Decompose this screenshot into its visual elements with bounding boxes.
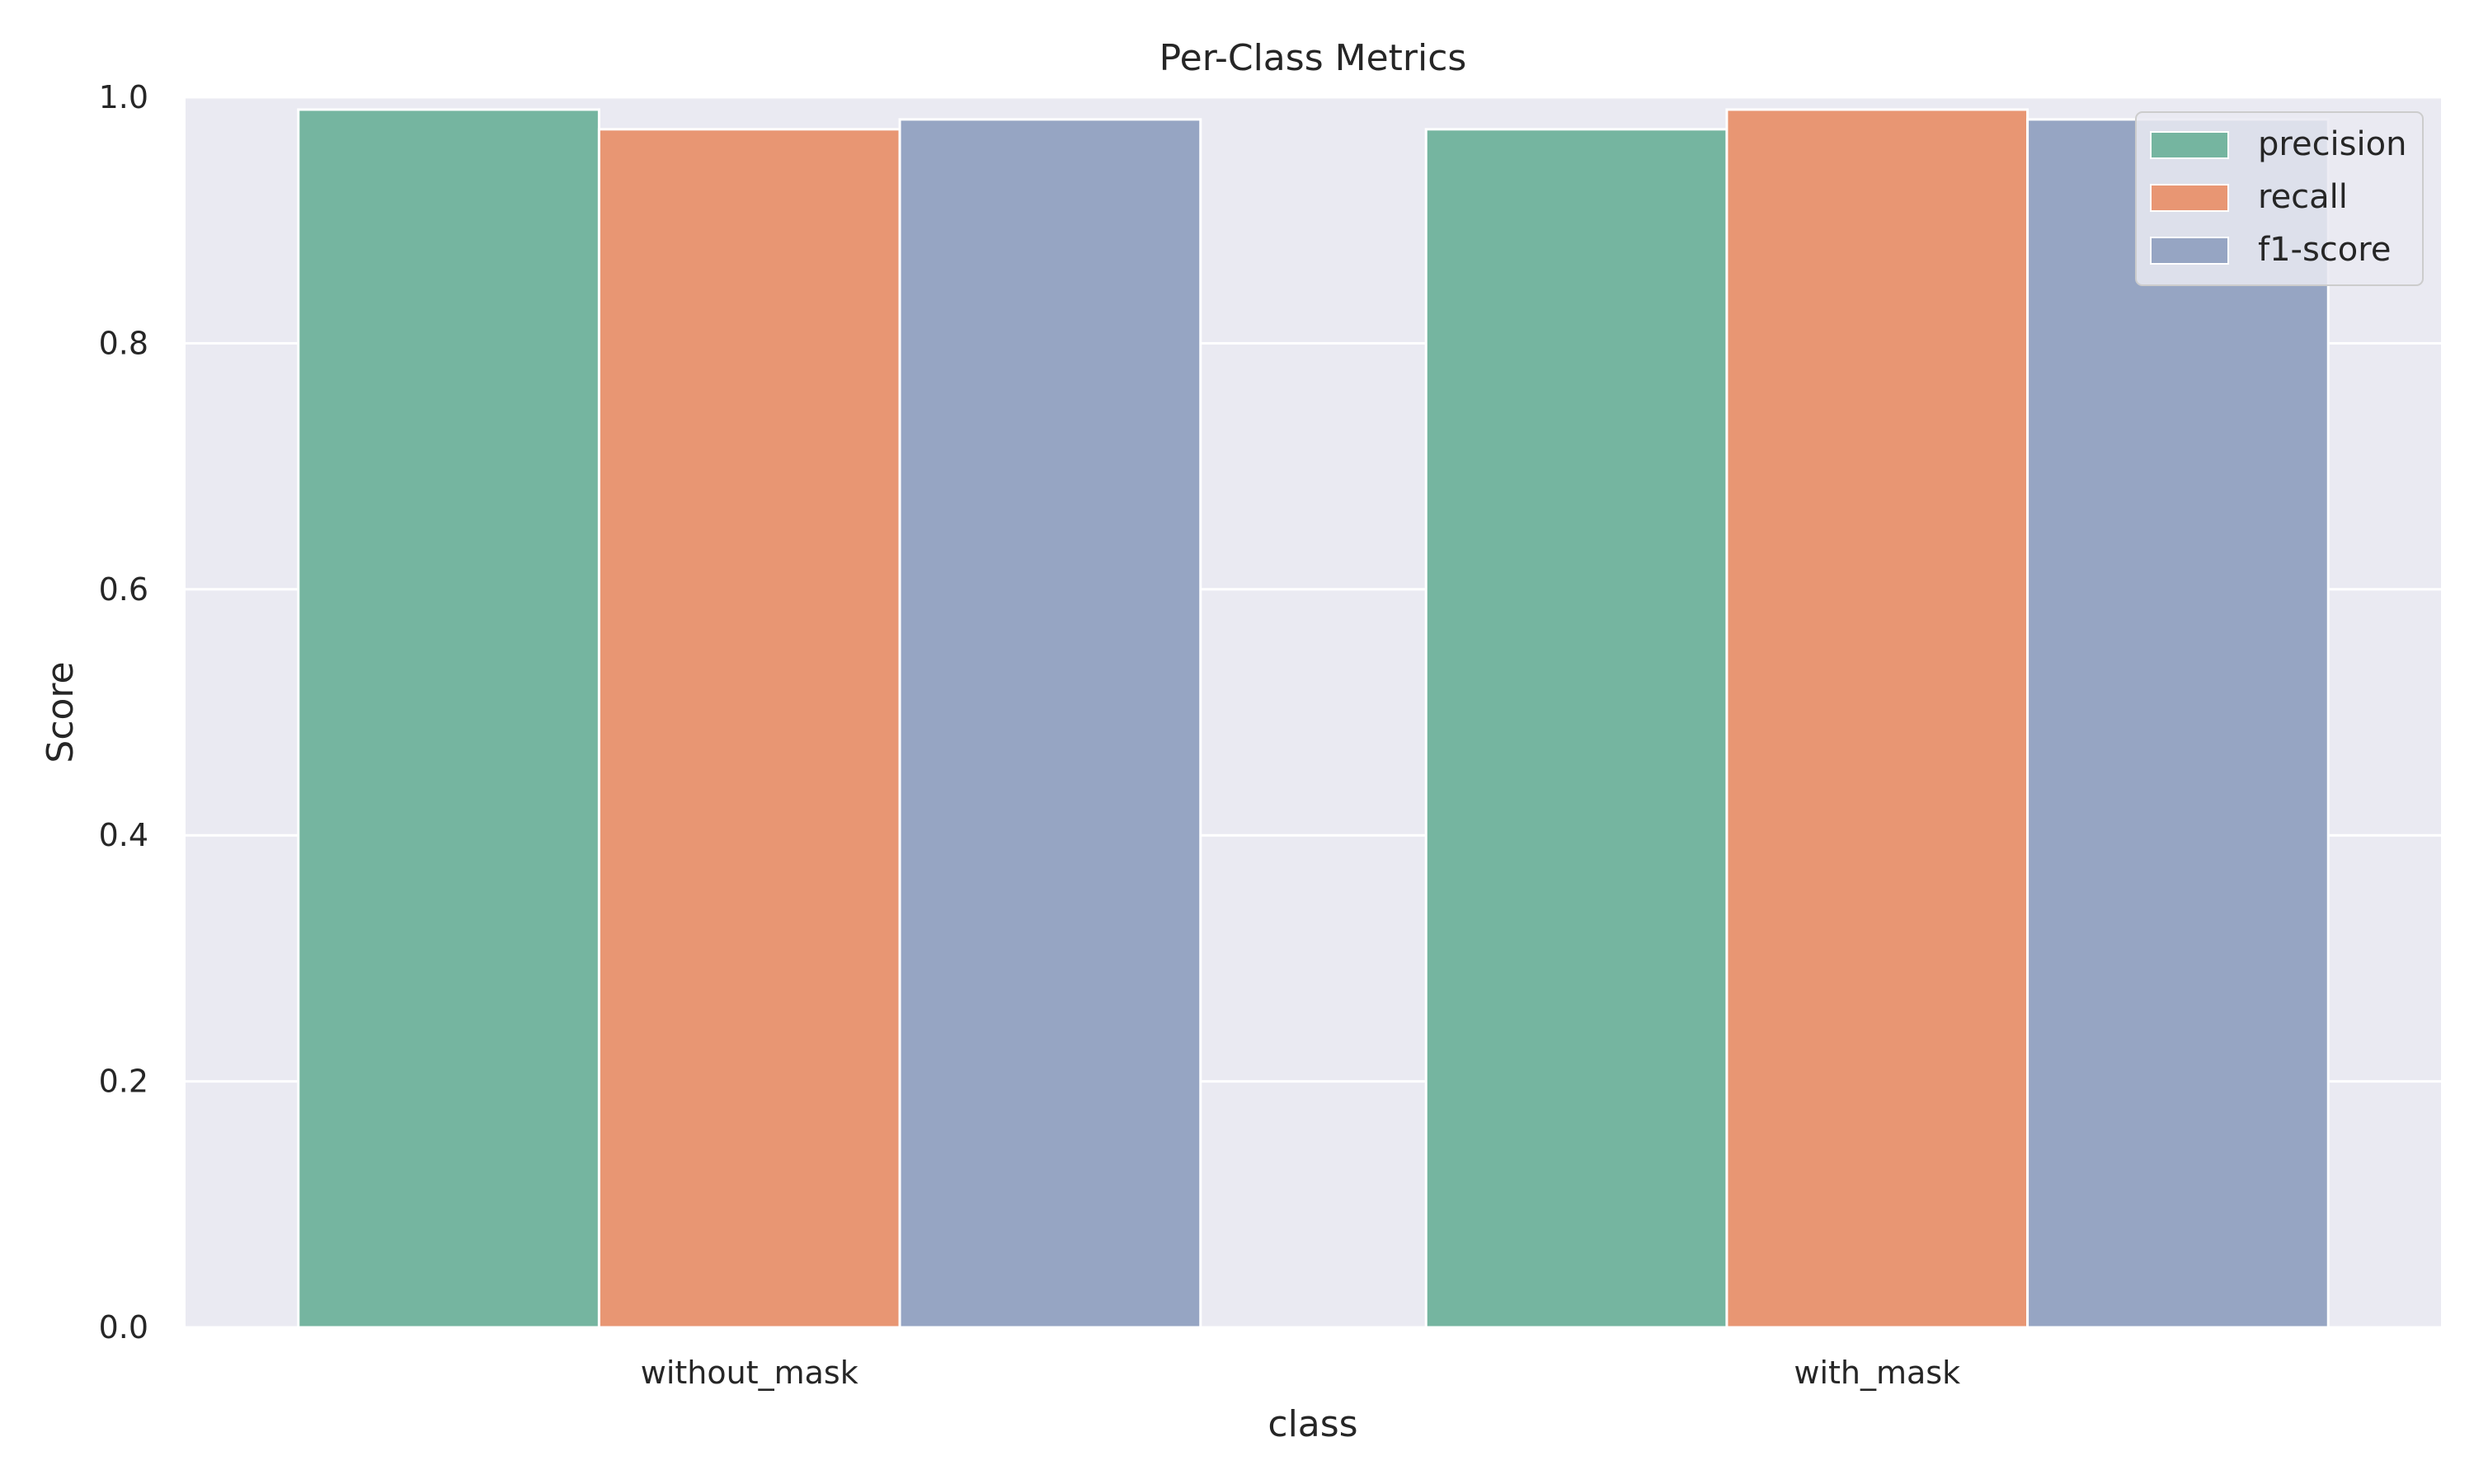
bar-precision-with_mask (1424, 128, 1729, 1329)
x-tick-label: without_mask (641, 1355, 858, 1391)
x-axis-ticks: without_mask with_mask (641, 1355, 1960, 1391)
bar-recall-without_mask (597, 128, 901, 1329)
x-axis-label: class (1268, 1403, 1357, 1445)
x-tick-label: with_mask (1794, 1355, 1960, 1391)
y-tick-label: 0.0 (99, 1309, 148, 1345)
chart-title: Per-Class Metrics (1159, 37, 1467, 79)
legend: precision recall f1-score (2135, 111, 2424, 286)
legend-label: f1-score (2258, 231, 2391, 269)
y-tick-label: 0.6 (99, 571, 148, 608)
y-tick-label: 1.0 (99, 79, 148, 115)
bars-group (297, 108, 2330, 1329)
y-tick-label: 0.2 (99, 1064, 148, 1100)
legend-label: precision (2258, 125, 2406, 163)
legend-swatch-recall (2150, 184, 2229, 212)
legend-label: recall (2258, 178, 2348, 216)
y-tick-label: 0.8 (99, 325, 148, 361)
bar-f1-score-with_mask (2026, 118, 2330, 1329)
bar-precision-without_mask (297, 108, 600, 1329)
legend-swatch-f1-score (2150, 237, 2229, 265)
y-tick-label: 0.4 (99, 817, 148, 853)
bar-recall-with_mask (1725, 108, 2030, 1329)
bar-f1-score-without_mask (898, 118, 1202, 1329)
legend-swatch-precision (2150, 131, 2229, 159)
y-axis-label: Score (40, 661, 82, 763)
y-axis-ticks: 0.0 0.2 0.4 0.6 0.8 1.0 (99, 79, 148, 1345)
